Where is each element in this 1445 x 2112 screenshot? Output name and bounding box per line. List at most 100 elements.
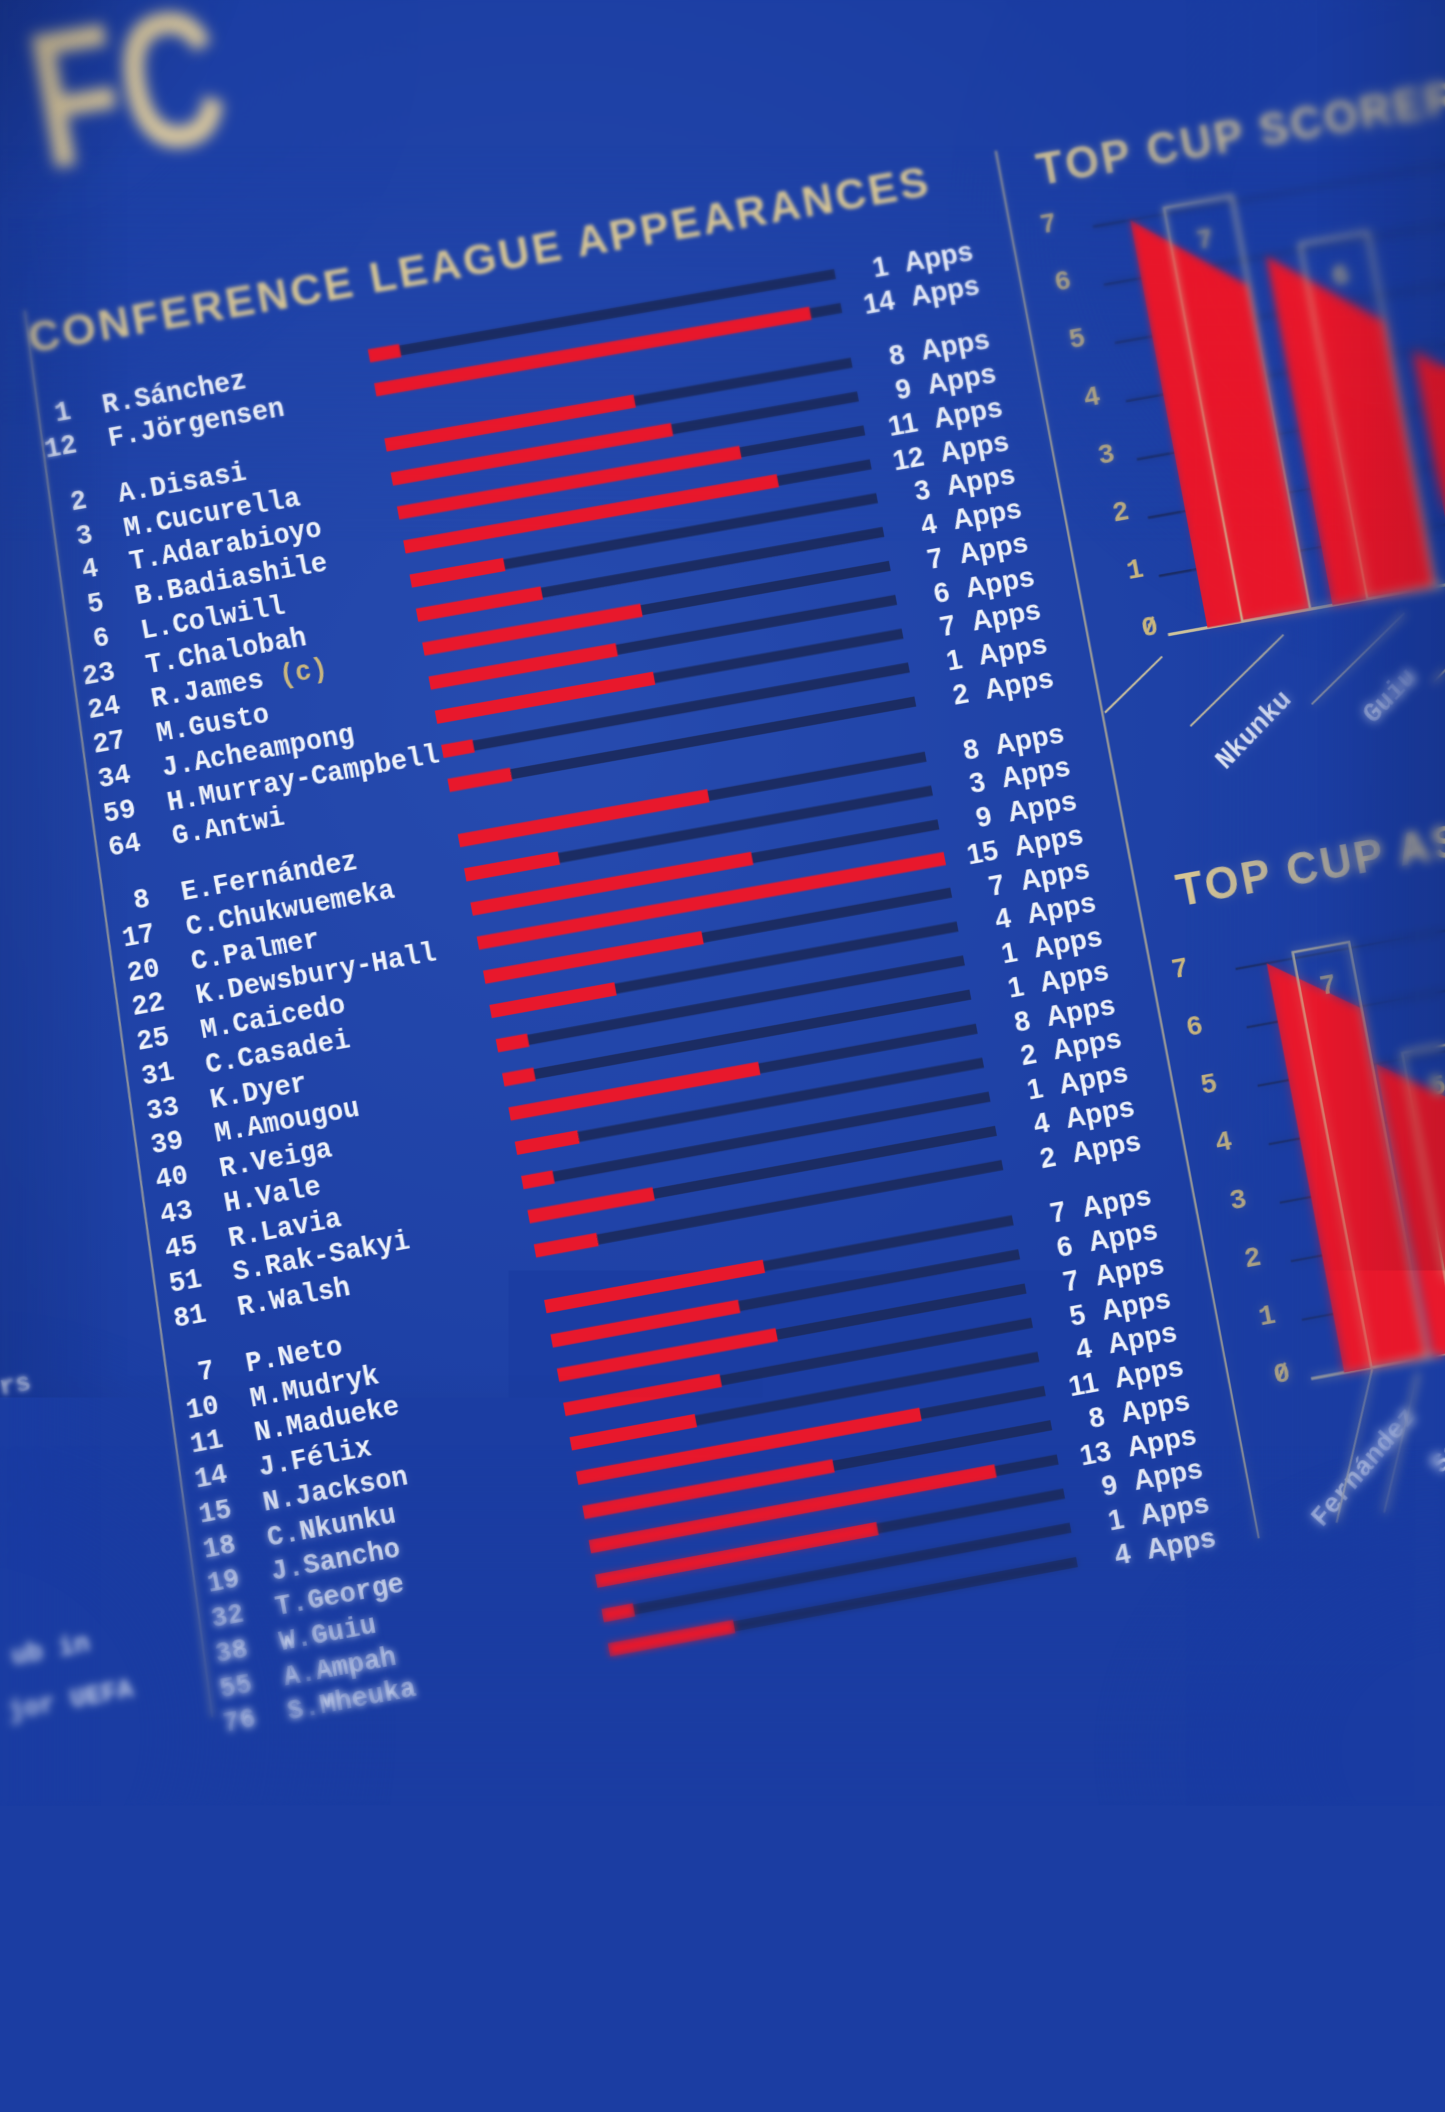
svg-text:4: 4 bbox=[1081, 381, 1103, 416]
svg-text:11: 11 bbox=[1066, 1365, 1101, 1402]
svg-text:5: 5 bbox=[1067, 1297, 1088, 1332]
svg-text:5: 5 bbox=[1198, 1068, 1220, 1103]
svg-text:2: 2 bbox=[1037, 1139, 1058, 1174]
svg-text:0: 0 bbox=[1271, 1357, 1293, 1392]
svg-text:1: 1 bbox=[943, 642, 964, 677]
svg-text:15: 15 bbox=[197, 1495, 235, 1532]
svg-text:8: 8 bbox=[1011, 1003, 1032, 1038]
svg-text:7: 7 bbox=[1060, 1263, 1081, 1298]
svg-text:11: 11 bbox=[188, 1425, 226, 1462]
svg-text:15: 15 bbox=[964, 833, 1000, 870]
svg-text:20: 20 bbox=[125, 953, 163, 990]
svg-text:13: 13 bbox=[1077, 1434, 1113, 1472]
svg-text:12: 12 bbox=[890, 439, 926, 476]
svg-text:9: 9 bbox=[973, 799, 994, 834]
svg-text:4: 4 bbox=[992, 901, 1013, 936]
svg-text:25: 25 bbox=[134, 1022, 172, 1059]
svg-text:1: 1 bbox=[1005, 969, 1026, 1004]
svg-text:2: 2 bbox=[950, 676, 971, 711]
svg-text:27: 27 bbox=[90, 725, 128, 762]
svg-text:6: 6 bbox=[1054, 1229, 1075, 1264]
svg-text:7: 7 bbox=[1047, 1195, 1068, 1230]
svg-text:6: 6 bbox=[931, 575, 952, 610]
svg-text:7: 7 bbox=[937, 608, 958, 643]
svg-text:22: 22 bbox=[130, 988, 168, 1025]
svg-text:1: 1 bbox=[1105, 1502, 1126, 1537]
svg-text:45: 45 bbox=[162, 1230, 200, 1267]
svg-text:23: 23 bbox=[80, 657, 118, 694]
svg-text:4: 4 bbox=[918, 507, 939, 542]
svg-text:2: 2 bbox=[1110, 496, 1132, 531]
svg-text:59: 59 bbox=[101, 794, 139, 831]
svg-text:4: 4 bbox=[1213, 1126, 1235, 1161]
svg-text:1: 1 bbox=[52, 396, 74, 430]
svg-text:7: 7 bbox=[1169, 952, 1191, 987]
svg-text:4: 4 bbox=[1073, 1331, 1094, 1366]
svg-text:1: 1 bbox=[999, 935, 1020, 970]
svg-text:1: 1 bbox=[869, 249, 890, 283]
svg-text:43: 43 bbox=[158, 1195, 196, 1232]
svg-text:51: 51 bbox=[167, 1265, 205, 1302]
svg-text:7: 7 bbox=[1037, 208, 1059, 242]
svg-text:Guiu: Guiu bbox=[1358, 662, 1424, 731]
svg-text:40: 40 bbox=[153, 1161, 191, 1198]
svg-text:3: 3 bbox=[1095, 438, 1117, 473]
svg-text:3: 3 bbox=[74, 520, 96, 554]
svg-text:10: 10 bbox=[184, 1390, 222, 1427]
svg-text:5: 5 bbox=[1066, 323, 1088, 358]
svg-text:7: 7 bbox=[195, 1355, 217, 1389]
svg-text:8: 8 bbox=[886, 338, 907, 372]
svg-text:4: 4 bbox=[79, 554, 101, 588]
svg-text:34: 34 bbox=[96, 760, 134, 797]
svg-text:6: 6 bbox=[1052, 266, 1074, 301]
svg-text:jor UEFA: jor UEFA bbox=[6, 1674, 136, 1728]
svg-text:6: 6 bbox=[90, 622, 112, 656]
svg-text:24: 24 bbox=[85, 691, 123, 728]
svg-text:ub in: ub in bbox=[9, 1628, 92, 1673]
svg-text:4: 4 bbox=[1112, 1536, 1134, 1571]
svg-text:7: 7 bbox=[924, 541, 945, 575]
svg-text:14: 14 bbox=[861, 283, 898, 320]
svg-text:FC: FC bbox=[14, 0, 241, 210]
svg-text:32: 32 bbox=[209, 1599, 247, 1636]
svg-text:64: 64 bbox=[106, 829, 144, 866]
svg-text:6: 6 bbox=[1184, 1010, 1206, 1045]
svg-text:3: 3 bbox=[1227, 1184, 1249, 1219]
svg-text:33: 33 bbox=[144, 1091, 182, 1128]
svg-text:1: 1 bbox=[1124, 554, 1146, 589]
svg-text:9: 9 bbox=[893, 371, 914, 405]
svg-text:3: 3 bbox=[912, 473, 933, 507]
svg-text:38: 38 bbox=[213, 1634, 251, 1671]
svg-text:12: 12 bbox=[42, 430, 80, 467]
svg-text:17: 17 bbox=[120, 919, 158, 956]
svg-text:2: 2 bbox=[68, 486, 90, 520]
svg-text:3: 3 bbox=[967, 765, 988, 800]
svg-text:6: 6 bbox=[1330, 260, 1352, 294]
svg-text:0: 0 bbox=[1139, 611, 1161, 646]
svg-text:2: 2 bbox=[1242, 1241, 1264, 1276]
svg-text:2: 2 bbox=[1018, 1037, 1039, 1072]
svg-text:7: 7 bbox=[986, 867, 1007, 902]
svg-text:8: 8 bbox=[960, 731, 981, 766]
svg-text:31: 31 bbox=[139, 1057, 177, 1094]
svg-text:1: 1 bbox=[1256, 1299, 1278, 1334]
svg-text:11: 11 bbox=[885, 405, 920, 442]
svg-text:Nkunku: Nkunku bbox=[1210, 685, 1299, 777]
svg-text:9: 9 bbox=[1099, 1468, 1120, 1503]
svg-text:8: 8 bbox=[131, 884, 153, 918]
svg-text:55: 55 bbox=[217, 1669, 255, 1706]
svg-text:1: 1 bbox=[1024, 1071, 1045, 1106]
svg-text:14: 14 bbox=[192, 1460, 230, 1497]
svg-text:Sancho: Sancho bbox=[1425, 1385, 1445, 1480]
svg-text:18: 18 bbox=[201, 1529, 239, 1566]
svg-text:19: 19 bbox=[205, 1564, 243, 1601]
svg-text:8: 8 bbox=[1086, 1399, 1107, 1434]
svg-text:5: 5 bbox=[85, 588, 107, 622]
svg-text:81: 81 bbox=[171, 1299, 209, 1336]
svg-text:7: 7 bbox=[1194, 224, 1216, 258]
svg-text:39: 39 bbox=[149, 1126, 187, 1163]
svg-text:76: 76 bbox=[221, 1704, 259, 1741]
svg-text:TOP CUP ASSISTS: TOP CUP ASSISTS bbox=[1172, 791, 1445, 917]
svg-text:4: 4 bbox=[1031, 1105, 1052, 1140]
svg-text:rs: rs bbox=[0, 1367, 34, 1403]
